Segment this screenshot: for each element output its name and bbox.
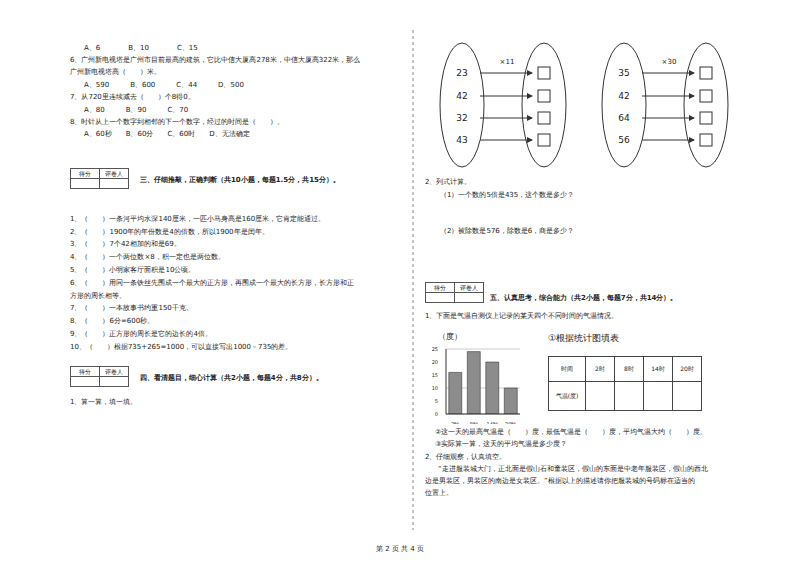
html-text:（2）被除数是576，除数是6，商是多少？: （2）被除数是576，除数是6，商是多少？ <box>440 226 575 235</box>
html-text:“走进服装城大门，正北面是假山石和童装区，假山的东面是中老年: “走进服装城大门，正北面是假山石和童装区，假山的东面是中老年服装区，假山的西北 <box>438 464 708 473</box>
svg-text:0: 0 <box>435 411 438 417</box>
html-text:2、（ ）1900年的年份数是4的倍数，所以1900年是闰年: 2、（ ）1900年的年份数是4的倍数，所以1900年是闰年。 <box>70 227 269 236</box>
html-text:10、（ ）根据735+265=1000，可以直接写出100: 10、（ ）根据735+265=1000，可以直接写出1000－735的差。 <box>70 342 293 351</box>
html-text:③实际算一算，这天的平均气温是多少度？: ③实际算一算，这天的平均气温是多少度？ <box>435 439 568 448</box>
html-text:7、从720里连续减去（ ）个8得0。: 7、从720里连续减去（ ）个8得0。 <box>70 92 195 101</box>
svg-text:×30: ×30 <box>662 58 677 66</box>
html-text:（度）: （度） <box>438 332 462 342</box>
html-text:2、列式计算。: 2、列式计算。 <box>425 177 472 186</box>
html-text:评卷人: 评卷人 <box>460 284 478 291</box>
html-text:三、仔细推敲，正确判断（共10小题，每题1.5分，共15分）: 三、仔细推敲，正确判断（共10小题，每题1.5分，共15分）。 <box>140 175 340 184</box>
svg-text:43: 43 <box>456 135 467 145</box>
html-text:A、6 B、10 C、15: A、6 B、10 C、15 <box>84 43 198 52</box>
html-text:（1）一个数的5倍是435，这个数是多少？: （1）一个数的5倍是435，这个数是多少？ <box>440 190 575 199</box>
svg-text:10: 10 <box>432 385 438 391</box>
html-text:20时: 20时 <box>680 364 694 372</box>
html-text:第 2 页 共 4 页: 第 2 页 共 4 页 <box>376 545 424 553</box>
svg-text:42: 42 <box>618 91 629 101</box>
html-text:7、（ ）一本故事书约重150千克。: 7、（ ）一本故事书约重150千克。 <box>70 304 193 313</box>
svg-text:8时: 8时 <box>470 421 478 424</box>
html-text:气温(度): 气温(度) <box>555 391 579 399</box>
html-text:A、80 B、90 C、70: A、80 B、90 C、70 <box>84 105 189 114</box>
html-text:评卷人: 评卷人 <box>105 170 123 177</box>
svg-text:15: 15 <box>432 372 438 378</box>
html-text:得分: 得分 <box>79 368 91 375</box>
html-text:A、60秒 B、60分 C、60时 D、无法确定: A、60秒 B、60分 C、60时 D、无法确定 <box>84 129 250 138</box>
html-text:9、（ ）正方形的周长是它的边长的4倍。: 9、（ ）正方形的周长是它的边长的4倍。 <box>70 330 212 338</box>
html-text:位置上。: 位置上。 <box>425 488 453 497</box>
html-text:5、（ ）小明家客厅面积是10公顷。: 5、（ ）小明家客厅面积是10公顷。 <box>70 266 196 274</box>
svg-text:2时: 2时 <box>451 421 459 424</box>
svg-text:23: 23 <box>456 68 467 78</box>
html-text:14时: 14时 <box>651 364 665 372</box>
html-text:8、（ ）6分=600秒。: 8、（ ）6分=600秒。 <box>70 317 155 326</box>
html-text:得分: 得分 <box>434 284 446 291</box>
html-text:1、算一算，填一填。: 1、算一算，填一填。 <box>70 397 138 406</box>
html-text:方形的周长相等。: 方形的周长相等。 <box>70 291 126 300</box>
html-text:②这一天的最高气温是（ ）度，最低气温是（ ）度，平均气温大: ②这一天的最高气温是（ ）度，最低气温是（ ）度，平均气温大约（ ）度。 <box>435 427 708 436</box>
svg-text:32: 32 <box>456 113 467 123</box>
html-text:边是男装区，男装区的南边是女装区。”根据以上的描述请你把服装: 边是男装区，男装区的南边是女装区。”根据以上的描述请你把服装城的号码标在适当的 <box>425 476 695 485</box>
svg-text:14时: 14时 <box>487 421 498 424</box>
html-text:①根据统计图填表: ①根据统计图填表 <box>548 332 620 343</box>
html-text:8时: 8时 <box>624 364 634 372</box>
svg-text:20时: 20时 <box>505 421 516 424</box>
html-text:2时: 2时 <box>595 364 605 372</box>
html-text:四、看清题目，细心计算（共2小题，每题4分，共8分）。: 四、看清题目，细心计算（共2小题，每题4分，共8分）。 <box>140 373 323 382</box>
html-text:A、590 B、600 C、44 D、500: A、590 B、600 C、44 D、500 <box>84 80 244 89</box>
html-text:得分: 得分 <box>79 170 91 177</box>
html-text:3、（ ）7个42相加的和是69。: 3、（ ）7个42相加的和是69。 <box>70 240 181 249</box>
html-text:8、时针从上一个数字到相邻的下一个数字，经过的时间是（ ）。: 8、时针从上一个数字到相邻的下一个数字，经过的时间是（ ）。 <box>70 117 285 126</box>
html-text:时间: 时间 <box>561 364 573 372</box>
svg-text:20: 20 <box>432 359 438 365</box>
html-text:6、广州新电视塔是广州市目前最高的建筑，它比中信大厦高278: 6、广州新电视塔是广州市目前最高的建筑，它比中信大厦高278米，中信大厦高322… <box>70 55 361 64</box>
svg-text:25: 25 <box>432 346 438 352</box>
html-text:广州新电视塔高（ ）米。: 广州新电视塔高（ ）米。 <box>70 67 161 76</box>
html-text:2、仔细观察，认真填空。: 2、仔细观察，认真填空。 <box>425 452 507 461</box>
svg-text:42: 42 <box>456 91 467 101</box>
svg-text:35: 35 <box>618 68 629 78</box>
html-text:五、认真思考，综合能力（共2小题，每题7分，共14分）。: 五、认真思考，综合能力（共2小题，每题7分，共14分）。 <box>490 293 678 302</box>
html-text:评卷人: 评卷人 <box>105 368 123 375</box>
html-text:1、下面是气温自测仪上记录的某天四个不同时间的气温情况。: 1、下面是气温自测仪上记录的某天四个不同时间的气温情况。 <box>425 311 619 320</box>
svg-text:56: 56 <box>618 135 630 145</box>
svg-text:64: 64 <box>618 113 630 123</box>
svg-text:×11: ×11 <box>500 58 515 66</box>
html-text:4、（ ）一个两位数×8，积一定也是两位数。: 4、（ ）一个两位数×8，积一定也是两位数。 <box>70 253 225 262</box>
svg-text:5: 5 <box>435 398 438 404</box>
html-text:1、（ ）一条河平均水深140厘米，一匹小马身高是160厘米: 1、（ ）一条河平均水深140厘米，一匹小马身高是160厘米，它肯定能通过。 <box>70 214 326 223</box>
html-text:6、（ ）用同一条铁丝先围成一个最大的正方形，再围成一个最大: 6、（ ）用同一条铁丝先围成一个最大的正方形，再围成一个最大的长方形，长方形和正 <box>70 278 355 287</box>
